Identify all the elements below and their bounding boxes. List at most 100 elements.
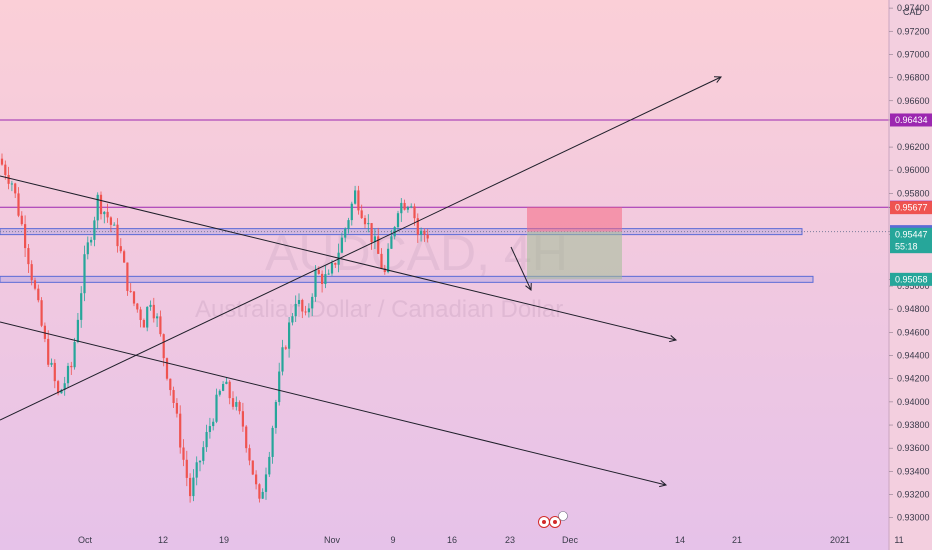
x-tick-label-0: Oct xyxy=(78,535,93,545)
trendline-3 xyxy=(510,246,532,291)
candle-body-104 xyxy=(344,228,347,238)
y-tick-label-21: 0.93600 xyxy=(897,443,930,453)
candle-body-9 xyxy=(30,264,33,281)
price-tag-bg-6 xyxy=(890,272,932,286)
trendline-1 xyxy=(0,175,677,341)
candle-body-52 xyxy=(172,390,175,403)
candle-body-40 xyxy=(132,291,136,304)
trendline-2 xyxy=(0,321,667,486)
candle-body-93 xyxy=(307,308,310,313)
x-tick-label-4: 9 xyxy=(390,535,395,545)
candle-body-43 xyxy=(142,320,145,328)
candle-body-50 xyxy=(165,358,169,379)
candle-body-27 xyxy=(90,239,93,243)
candle-body-126 xyxy=(416,218,419,235)
price-tag-bg-5 xyxy=(890,240,932,254)
y-tick-label-14: 0.95000 xyxy=(897,281,930,291)
candle-body-86 xyxy=(284,347,287,349)
candle-body-21 xyxy=(70,365,73,368)
trendline-0 xyxy=(0,76,722,421)
y-tick-label-17: 0.94400 xyxy=(897,351,930,361)
canada-flag-icon-dot xyxy=(542,520,546,524)
candle-body-122 xyxy=(403,202,406,210)
candle-body-76 xyxy=(251,460,254,475)
price-tag-label-2: 0.95677 xyxy=(895,203,928,213)
candle-body-116 xyxy=(383,268,386,273)
candle-body-28 xyxy=(93,220,96,240)
candle-body-101 xyxy=(334,262,337,265)
candle-body-49 xyxy=(162,334,165,359)
x-tick-label-8: 14 xyxy=(675,535,685,545)
x-tick-label-9: 21 xyxy=(732,535,742,545)
candle-body-121 xyxy=(400,202,403,214)
candle-body-55 xyxy=(182,447,185,460)
candle-body-84 xyxy=(278,371,281,403)
candle-body-91 xyxy=(301,299,304,312)
candle-body-20 xyxy=(66,365,70,384)
price-tags: 0.964340.956810.956770.954700.9544755:18… xyxy=(890,113,932,286)
candle-body-73 xyxy=(241,411,244,427)
x-tick-label-7: Dec xyxy=(562,535,579,545)
candle-body-29 xyxy=(96,194,99,221)
y-tick-label-22: 0.93400 xyxy=(897,466,930,476)
candle-body-65 xyxy=(215,394,218,422)
candle-body-95 xyxy=(314,269,317,297)
candle-body-75 xyxy=(248,448,251,461)
price-tag-label-6: 0.95058 xyxy=(895,274,928,284)
y-tick-label-24: 0.93000 xyxy=(897,513,930,523)
candle-body-117 xyxy=(387,248,390,273)
candle-body-7 xyxy=(24,224,27,249)
candle-body-71 xyxy=(235,402,238,407)
candle-body-2 xyxy=(7,174,10,184)
position-tool[interactable] xyxy=(527,207,622,280)
candle-body-45 xyxy=(149,304,152,307)
candle-body-44 xyxy=(146,306,149,328)
candle-body-87 xyxy=(288,322,291,349)
candle-body-23 xyxy=(76,319,79,342)
candle-body-0 xyxy=(0,158,4,165)
candle-body-68 xyxy=(225,381,228,384)
candle-body-14 xyxy=(47,338,50,365)
candle-body-34 xyxy=(113,224,116,226)
candle-body-19 xyxy=(63,383,66,390)
candle-body-37 xyxy=(123,251,126,263)
candle-body-74 xyxy=(245,426,248,449)
time-axis-ticks: Oct 12 19 Nov 9 16 23 Dec 14 21 2021 11 xyxy=(78,535,904,545)
candle-body-16 xyxy=(53,362,56,382)
candle-body-33 xyxy=(109,217,112,225)
candle-body-64 xyxy=(212,421,215,427)
y-tick-label-15: 0.94800 xyxy=(897,304,930,314)
candle-body-53 xyxy=(175,402,178,414)
candle-body-94 xyxy=(311,296,314,309)
candle-body-80 xyxy=(264,474,268,492)
candle-body-89 xyxy=(294,303,297,317)
y-tick-label-20: 0.93800 xyxy=(897,420,930,430)
candle-body-106 xyxy=(350,203,353,221)
candle-body-78 xyxy=(258,484,261,499)
candle-body-46 xyxy=(152,304,155,319)
candle-body-62 xyxy=(205,431,208,448)
candle-body-70 xyxy=(231,398,235,407)
candle-body-88 xyxy=(291,316,294,323)
candle-body-107 xyxy=(354,190,357,204)
y-tick-label-1: 0.97200 xyxy=(897,26,930,36)
candle-body-51 xyxy=(169,378,172,391)
candle-body-48 xyxy=(159,316,162,335)
candle-body-47 xyxy=(156,316,159,319)
events-marker[interactable] xyxy=(538,511,568,528)
candle-body-112 xyxy=(370,223,373,243)
price-tag-label-0: 0.96434 xyxy=(895,115,928,125)
candle-body-3 xyxy=(10,183,13,185)
trendline-arrowhead-0 xyxy=(713,76,722,83)
candle-body-127 xyxy=(420,230,423,235)
candle-body-60 xyxy=(198,460,202,463)
trendline-arrowhead-3 xyxy=(525,282,532,291)
candle-body-124 xyxy=(410,206,413,208)
candle-body-111 xyxy=(367,223,370,225)
candle-body-67 xyxy=(222,383,225,391)
candle-body-22 xyxy=(73,341,76,368)
candle-body-108 xyxy=(357,190,360,211)
trendline-arrowhead-1 xyxy=(669,335,678,343)
